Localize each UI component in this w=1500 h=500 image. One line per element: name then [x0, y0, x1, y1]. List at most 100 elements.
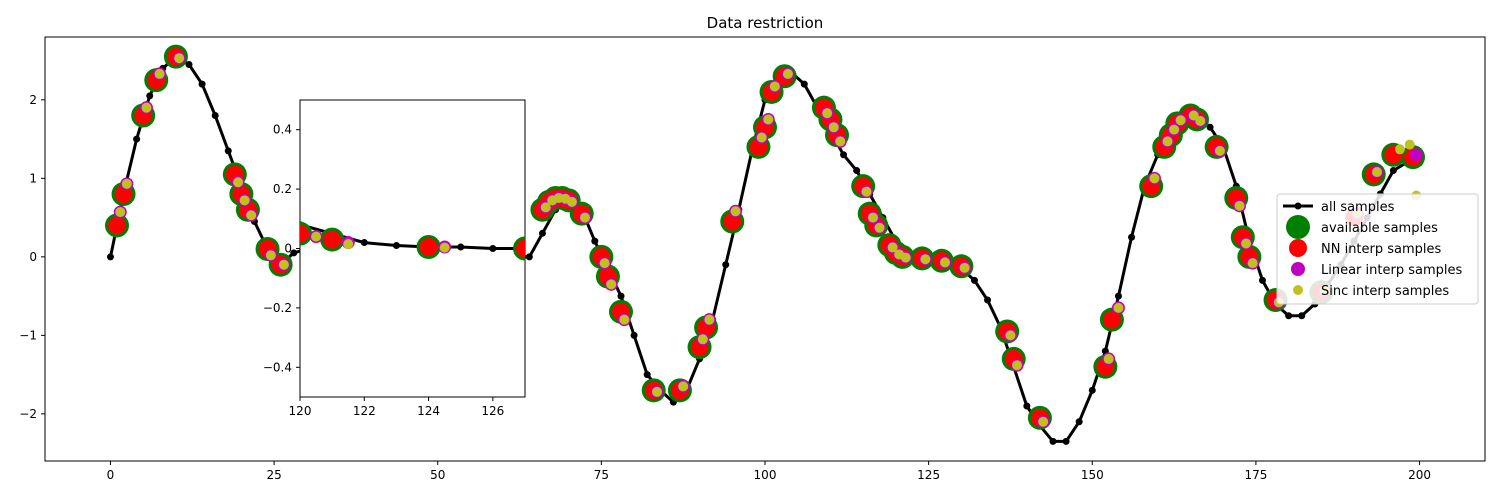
inset-nn-point — [300, 224, 309, 243]
x-tick-label: 200 — [1408, 468, 1431, 482]
sinc-interp-point — [1188, 110, 1199, 121]
all-samples-point — [1285, 312, 1293, 320]
inset-y-tick-label: 0.4 — [273, 123, 292, 137]
inset-x-tick-label: 120 — [289, 404, 312, 418]
inset-y-tick-label: 0 — [284, 242, 292, 256]
all-samples-point — [853, 166, 861, 174]
sinc-interp-point — [141, 102, 152, 113]
sinc-interp-point — [115, 207, 126, 218]
sinc-interp-point — [652, 386, 662, 397]
legend-handle-marker — [1286, 215, 1310, 239]
legend-label: Sinc interp samples — [1321, 284, 1449, 299]
all-samples-point — [630, 331, 638, 339]
sinc-interp-point — [239, 195, 250, 206]
legend-label: all samples — [1321, 200, 1395, 215]
all-samples-point — [840, 151, 848, 159]
legend: all samples available samples NN interp sa… — [1276, 193, 1479, 305]
all-samples-point — [984, 296, 992, 304]
all-samples-point — [224, 147, 232, 155]
all-samples-point — [1298, 312, 1306, 320]
inset-nn-point — [516, 239, 525, 258]
sinc-interp-point — [1103, 353, 1114, 364]
x-tick-label: 175 — [1244, 468, 1267, 482]
sinc-interp-point — [822, 108, 833, 119]
y-tick-label: 2 — [29, 93, 37, 107]
sinc-interp-point — [606, 279, 617, 290]
all-samples-point — [591, 237, 599, 245]
sinc-interp-point — [619, 314, 630, 325]
nn-interp-point — [108, 216, 126, 235]
sinc-interp-point — [1038, 416, 1049, 427]
inset-content — [300, 221, 525, 261]
inset-all-samples-point — [489, 245, 497, 252]
all-samples-point — [1128, 233, 1136, 241]
legend-label: available samples — [1321, 221, 1438, 236]
inset-nn-point — [419, 238, 438, 257]
inset-x-tick-label: 124 — [417, 404, 440, 418]
y-tick-label: 0 — [29, 250, 37, 264]
legend-handle-marker — [1289, 239, 1307, 257]
inset-plot: 120 122 124 126 −0.4 −0.2 0 0.2 0.4 — [263, 99, 526, 418]
inset-y-tick-label: 0.2 — [273, 182, 292, 196]
sinc-interp-point — [246, 210, 257, 221]
sinc-interp-point — [940, 257, 950, 268]
legend-handle-marker — [1293, 285, 1303, 295]
y-tick-label: −1 — [19, 328, 37, 342]
sinc-interp-point — [278, 259, 289, 270]
sinc-interp-point — [704, 314, 715, 325]
sinc-interp-point — [920, 254, 931, 265]
sinc-interp-point — [1005, 330, 1016, 341]
chart-title: Data restriction — [707, 14, 824, 32]
inset-all-samples-point — [360, 239, 368, 247]
legend-handle-marker — [1291, 262, 1305, 276]
sinc-interp-point — [835, 136, 846, 147]
sinc-interp-point — [763, 114, 774, 125]
sinc-interp-point — [828, 122, 839, 133]
sinc-interp-point — [900, 252, 911, 263]
sinc-interp-point — [1241, 238, 1252, 249]
inset-sinc-point — [439, 242, 450, 253]
sinc-interp-point — [1169, 124, 1180, 135]
legend-label: NN interp samples — [1321, 242, 1442, 257]
sinc-interp-point — [861, 186, 872, 197]
sinc-interp-point — [599, 258, 610, 269]
sinc-interp-point — [1195, 116, 1206, 127]
sinc-interp-point — [121, 178, 132, 189]
sinc-interp-point — [1214, 145, 1225, 156]
all-samples-point — [1206, 123, 1214, 131]
linear-interp-point — [1409, 148, 1423, 162]
sinc-interp-point — [1149, 173, 1160, 184]
all-samples-point — [722, 261, 730, 269]
inset-x-tick-label: 122 — [353, 404, 376, 418]
all-samples-point — [1088, 386, 1096, 394]
sinc-interp-point — [1404, 139, 1415, 150]
all-samples-point — [1075, 418, 1083, 426]
sinc-interp-point — [756, 132, 767, 143]
sinc-interp-point — [959, 262, 970, 273]
all-samples-point — [538, 229, 546, 237]
x-tick-label: 25 — [266, 468, 281, 482]
sinc-interp-point — [769, 81, 780, 92]
inset-nn-point — [323, 230, 342, 249]
sinc-interp-point — [868, 212, 878, 223]
x-tick-label: 50 — [430, 468, 445, 482]
all-samples-point — [198, 80, 206, 88]
legend-label: Linear interp samples — [1321, 263, 1462, 278]
all-samples-point — [1258, 276, 1266, 284]
sinc-interp-point — [154, 68, 165, 79]
all-samples-point — [146, 92, 154, 100]
y-tick-label: −2 — [19, 407, 37, 421]
sinc-interp-point — [678, 381, 689, 392]
all-samples-point — [106, 253, 114, 261]
sinc-interp-point — [874, 222, 885, 233]
nn-interp-point — [1102, 310, 1121, 329]
sinc-interp-point — [1175, 115, 1186, 126]
all-samples-point — [525, 253, 533, 261]
inset-y-tick-label: −0.4 — [263, 360, 292, 374]
sinc-interp-point — [730, 206, 741, 217]
legend-box — [1276, 193, 1479, 305]
sinc-interp-point — [782, 68, 793, 79]
sinc-interp-point — [1372, 167, 1382, 178]
sinc-interp-point — [1162, 136, 1173, 147]
